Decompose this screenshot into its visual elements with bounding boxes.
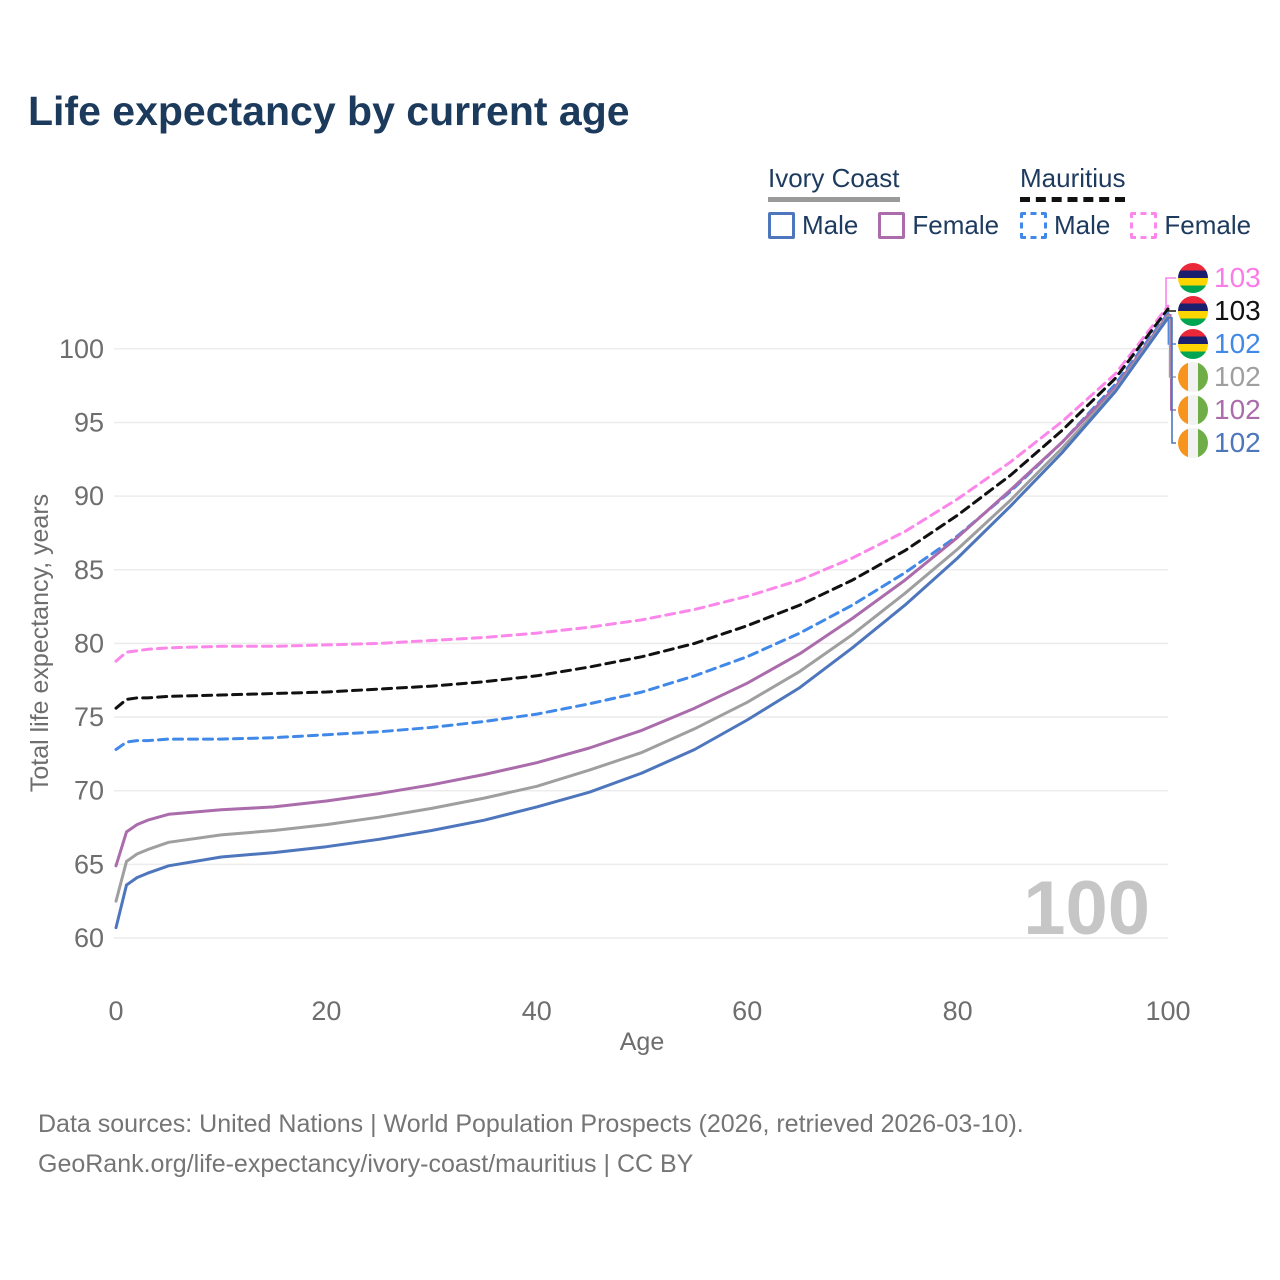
y-axis-tick-label: 70 [74, 776, 104, 806]
legend-heading-ivory-coast[interactable]: Ivory Coast [768, 163, 900, 202]
series-line-mauritius-both [114, 307, 1170, 710]
x-axis-tick-label: 40 [522, 996, 552, 1026]
legend-item-label: Male [1054, 210, 1111, 240]
legend-item-ivory-coast-female[interactable]: Female [878, 210, 999, 241]
label-connector [1168, 314, 1176, 411]
y-axis-tick-label: 75 [74, 702, 104, 732]
y-axis-title: Total life expectancy, years [26, 494, 54, 792]
legend-item-ivory-coast-male[interactable]: Male [768, 210, 858, 241]
mauritius-female-swatch-icon[interactable] [1130, 212, 1158, 239]
x-axis-tick-label: 0 [108, 996, 123, 1026]
legend-group-ivory-coast: Ivory Coast Male Female [768, 163, 999, 241]
legend-heading-mauritius[interactable]: Mauritius [1020, 163, 1126, 202]
series-line-ivory-coast-male [114, 316, 1170, 930]
series-line-mauritius-female [114, 304, 1170, 663]
x-axis-tick-label: 100 [1145, 996, 1190, 1026]
age-watermark: 100 [1023, 866, 1150, 951]
x-axis-tick-label: 80 [943, 996, 973, 1026]
y-axis-tick-label: 90 [74, 481, 104, 511]
legend-item-label: Female [1164, 210, 1252, 240]
legend-item-mauritius-female[interactable]: Female [1130, 210, 1251, 241]
legend-item-mauritius-male[interactable]: Male [1020, 210, 1110, 241]
x-axis-title: Age [620, 1028, 664, 1056]
footer: Data sources: United Nations | World Pop… [38, 1104, 1024, 1184]
y-axis-tick-label: 100 [59, 334, 104, 364]
footer-attribution: GeoRank.org/life-expectancy/ivory-coast/… [38, 1150, 694, 1178]
footer-data-sources: Data sources: United Nations | World Pop… [38, 1110, 1024, 1138]
y-axis-tick-label: 85 [74, 555, 104, 585]
label-connector [1165, 277, 1176, 307]
y-axis-tick-label: 60 [74, 923, 104, 953]
ivory-coast-female-swatch-icon[interactable] [878, 212, 906, 239]
label-connector [1166, 308, 1176, 312]
x-axis-tick-label: 60 [732, 996, 762, 1026]
series-line-mauritius-male [114, 311, 1170, 751]
ivory-coast-male-swatch-icon[interactable] [768, 212, 795, 239]
y-axis-tick-label: 65 [74, 849, 104, 879]
y-axis-tick-label: 95 [74, 407, 104, 437]
legend-row: Male Female [768, 210, 999, 241]
mauritius-male-swatch-icon[interactable] [1020, 212, 1047, 239]
label-connector [1168, 317, 1176, 444]
series-line-ivory-coast-female [114, 313, 1170, 868]
legend-row: Male Female [1020, 210, 1251, 241]
page-title: Life expectancy by current age [28, 88, 630, 134]
x-axis-tick-label: 20 [311, 996, 341, 1026]
series-line-ivory-coast-both [114, 314, 1170, 903]
legend-item-label: Male [802, 210, 859, 240]
y-axis-tick-label: 80 [74, 628, 104, 658]
legend-group-mauritius: Mauritius Male Female [1020, 163, 1251, 241]
legend-item-label: Female [912, 210, 1000, 240]
